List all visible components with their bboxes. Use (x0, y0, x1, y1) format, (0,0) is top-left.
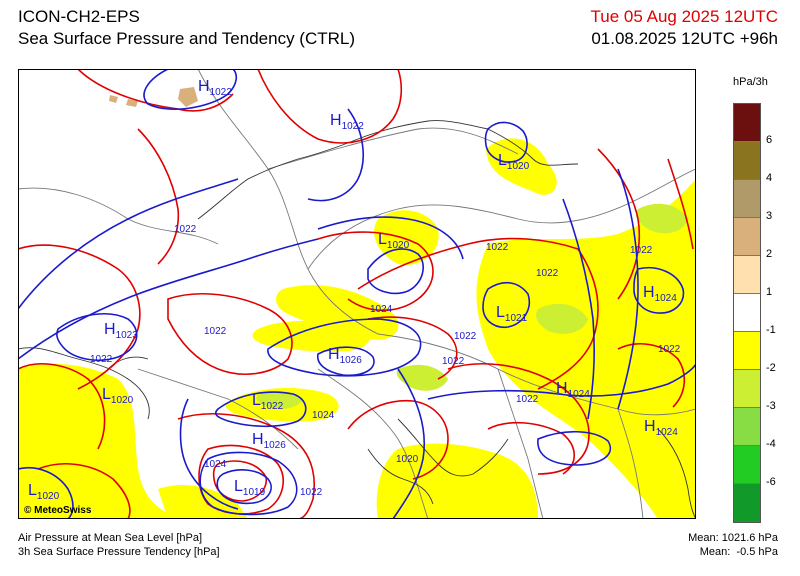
pressure-centers: H1022 H1022 L1020 L1020 L1021 H1024 H102… (28, 78, 678, 502)
legend-swatch (734, 294, 760, 332)
valid-time: Tue 05 Aug 2025 12UTC (590, 7, 778, 26)
map-frame (18, 69, 696, 519)
isobar-label: 1022 (486, 242, 509, 253)
isobar-label: 1022 (536, 268, 559, 279)
pressure-center: H1026 (252, 431, 286, 451)
isobar-label: 1022 (204, 326, 227, 337)
pressure-center: L1020 (102, 386, 134, 406)
isobar-labels: 1022 1022 1022 1022 1024 1022 1022 1022 … (90, 224, 681, 498)
header-right: Tue 05 Aug 2025 12UTC 01.08.2025 12UTC +… (591, 6, 778, 50)
isobar-label: 1022 (90, 354, 113, 365)
pressure-center: H1022 (330, 112, 364, 132)
model-name: ICON-CH2-EPS (18, 7, 140, 26)
tendency-legend (733, 103, 761, 523)
chart-subtitle: Sea Surface Pressure and Tendency (CTRL) (18, 29, 356, 48)
legend-tick-label: -6 (766, 476, 776, 488)
pressure-center: H1023 (104, 321, 138, 341)
legend-tick-label: 1 (766, 286, 773, 298)
run-info: 01.08.2025 12UTC +96h (591, 29, 778, 48)
strong-falling-areas (256, 203, 688, 409)
pressure-center: H1024 (556, 380, 590, 400)
legend-swatch (734, 180, 760, 218)
pressure-center: H1024 (644, 418, 678, 438)
rising-tendency-areas (109, 87, 198, 107)
legend-tick-label: 4 (766, 172, 773, 184)
pressure-center: L1021 (496, 304, 528, 324)
isobar-label: 1024 (204, 459, 227, 470)
isobar-label: 1022 (300, 487, 323, 498)
legend-swatch (734, 218, 760, 256)
tendency-contours (18, 69, 694, 519)
footer-left: Air Pressure at Mean Sea Level [hPa] 3h … (18, 531, 220, 559)
footer-right: Mean: 1021.6 hPa Mean: -0.5 hPa (688, 531, 778, 559)
pressure-map: H1022 H1022 L1020 L1020 L1021 H1024 H102… (18, 69, 696, 519)
pressure-center: L1020 (378, 231, 410, 251)
footer-pressure-desc: Air Pressure at Mean Sea Level [hPa] (18, 532, 203, 544)
footer-mean-pressure: Mean: 1021.6 hPa (688, 532, 778, 544)
pressure-center: H1022 (198, 78, 232, 98)
legend-swatch (734, 142, 760, 180)
legend-tick-label: -1 (766, 324, 776, 336)
legend-swatch (734, 484, 760, 522)
isobar-label: 1024 (370, 304, 393, 315)
legend-swatch (734, 408, 760, 446)
isobar-label: 1022 (630, 245, 653, 256)
isobars (18, 69, 696, 519)
legend-tick-label: -2 (766, 362, 776, 374)
legend-swatch (734, 332, 760, 370)
footer-tendency-desc: 3h Sea Surface Pressure Tendency [hPa] (18, 546, 220, 558)
pressure-center: H1026 (328, 346, 362, 366)
pressure-center: L1019 (234, 478, 266, 498)
legend-tick-label: -3 (766, 400, 776, 412)
legend-tick-label: 3 (766, 210, 773, 222)
pressure-center: L1020 (28, 482, 60, 502)
meteoswiss-credit: © MeteoSwiss (24, 505, 92, 516)
pressure-center: H1024 (643, 284, 677, 304)
isobar-label: 1022 (658, 344, 681, 355)
legend-swatch (734, 256, 760, 294)
isobar-label: 1022 (516, 394, 539, 405)
isobar-label: 1020 (396, 454, 419, 465)
isobar-label: 1022 (174, 224, 197, 235)
legend-tick-label: -4 (766, 438, 776, 450)
legend-unit: hPa/3h (733, 76, 768, 88)
legend-swatch (734, 370, 760, 408)
pressure-center: L1020 (498, 152, 530, 172)
legend-swatch (734, 446, 760, 484)
isobar-label: 1024 (312, 410, 335, 421)
isobar-label: 1022 (442, 356, 465, 367)
isobar-label: 1022 (454, 331, 477, 342)
legend-tick-label: 6 (766, 134, 773, 146)
footer-mean-tendency: Mean: -0.5 hPa (699, 546, 778, 558)
legend-tick-label: 2 (766, 248, 773, 260)
legend-swatch (734, 104, 760, 142)
header-left: ICON-CH2-EPS Sea Surface Pressure and Te… (18, 6, 355, 50)
pressure-center: L1022 (252, 392, 284, 412)
